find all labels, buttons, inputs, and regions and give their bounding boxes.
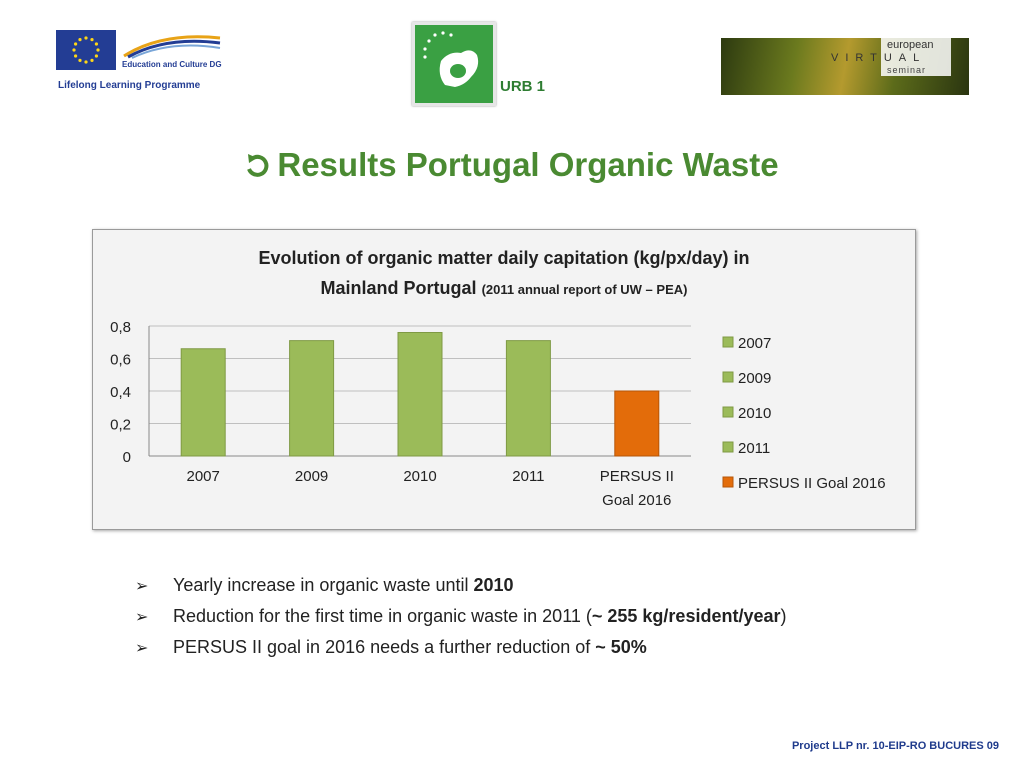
slide-title: Results Portugal Organic Waste xyxy=(0,146,1024,184)
llp-name-label: Lifelong Learning Programme xyxy=(58,80,201,91)
legend-swatch xyxy=(722,476,734,488)
swoosh-icon xyxy=(122,30,222,60)
y-tick-label: 0,2 xyxy=(110,417,131,434)
bullet-text: Reduction for the first time in organic … xyxy=(173,606,592,626)
x-tick-label: 2011 xyxy=(512,468,544,485)
bullet-item: ➢ Reduction for the first time in organic… xyxy=(135,603,787,634)
evs-european-label: european xyxy=(887,39,934,51)
evs-virtual-label: VIRTUAL xyxy=(831,52,927,64)
bar xyxy=(505,340,551,457)
legend-label: 2009 xyxy=(738,370,771,387)
bullet-item: ➢ Yearly increase in organic waste until … xyxy=(135,572,787,603)
bar xyxy=(180,348,226,457)
x-tick-label: 2010 xyxy=(403,468,436,485)
bar-chart: 0 0,2 0,4 0,6 0,8 2007 2009 2010 2011 PERSUS II Go… xyxy=(110,319,886,509)
legend-swatch xyxy=(722,441,734,453)
evs-seminar-label: seminar xyxy=(887,65,927,75)
chart-title: Evolution of organic matter daily capita… xyxy=(258,248,750,268)
x-tick-label: 2009 xyxy=(295,468,328,485)
bar xyxy=(289,340,335,457)
urb-label: URB 1 xyxy=(500,78,546,95)
bullet-after: ) xyxy=(780,606,787,626)
eu-flag-icon xyxy=(56,30,116,70)
urb-logo xyxy=(412,22,496,106)
footer-project-label: Project LLP nr. 10-EIP-RO BUCURES 09 xyxy=(791,740,999,752)
arrow-bullet-icon: ➢ xyxy=(135,609,149,626)
legend-swatch xyxy=(722,336,734,348)
legend-swatch xyxy=(722,371,734,383)
bullet-item: ➢ PERSUS II goal in 2016 needs a further … xyxy=(135,634,787,665)
european-virtual-seminar-logo: european VIRTUAL seminar xyxy=(721,38,969,95)
chart-title-line2-text: Mainland Portugal xyxy=(320,278,477,298)
chart-panel: Evolution of organic matter daily capita… xyxy=(92,229,916,530)
x-tick-label: 2007 xyxy=(187,468,220,485)
slide-title-text: Results Portugal Organic Waste xyxy=(277,146,779,183)
x-tick-label: PERSUS II Goal 2016 xyxy=(600,468,674,509)
legend-label: 2011 xyxy=(738,440,770,457)
curved-arrow-icon xyxy=(245,146,271,184)
arrow-bullet-icon: ➢ xyxy=(135,578,149,595)
legend-label: 2007 xyxy=(738,335,771,352)
bullet-text: PERSUS II goal in 2016 needs a further r… xyxy=(173,637,596,657)
bullet-list: ➢ Yearly increase in organic waste until … xyxy=(135,572,787,665)
y-tick-label: 0,6 xyxy=(110,352,131,369)
y-tick-label: 0,8 xyxy=(110,319,131,336)
y-tick-label: 0 xyxy=(123,449,131,466)
bullet-bold: ~ 50% xyxy=(595,637,647,657)
llp-dg-label: Education and Culture DG xyxy=(122,60,222,69)
legend-swatch xyxy=(722,406,734,418)
evs-label-box xyxy=(881,38,951,76)
arrow-bullet-icon: ➢ xyxy=(135,640,149,657)
bullet-bold: ~ 255 kg/resident/year xyxy=(591,606,781,626)
hand-stars-icon xyxy=(423,31,479,87)
chart-title-line2: Mainland Portugal (2011 annual report of… xyxy=(93,278,915,299)
bar xyxy=(614,390,660,457)
lifelong-learning-logo: Education and Culture DG Lifelong Learni… xyxy=(56,30,226,95)
legend-label: 2010 xyxy=(738,405,771,422)
y-tick-label: 0,4 xyxy=(110,384,131,401)
chart-subtitle: (2011 annual report of UW – PEA) xyxy=(481,282,688,297)
bullet-text: Yearly increase in organic waste until xyxy=(173,575,474,595)
bullet-bold: 2010 xyxy=(473,575,514,595)
legend-label: PERSUS II Goal 2016 xyxy=(738,475,886,492)
bar xyxy=(397,332,443,457)
